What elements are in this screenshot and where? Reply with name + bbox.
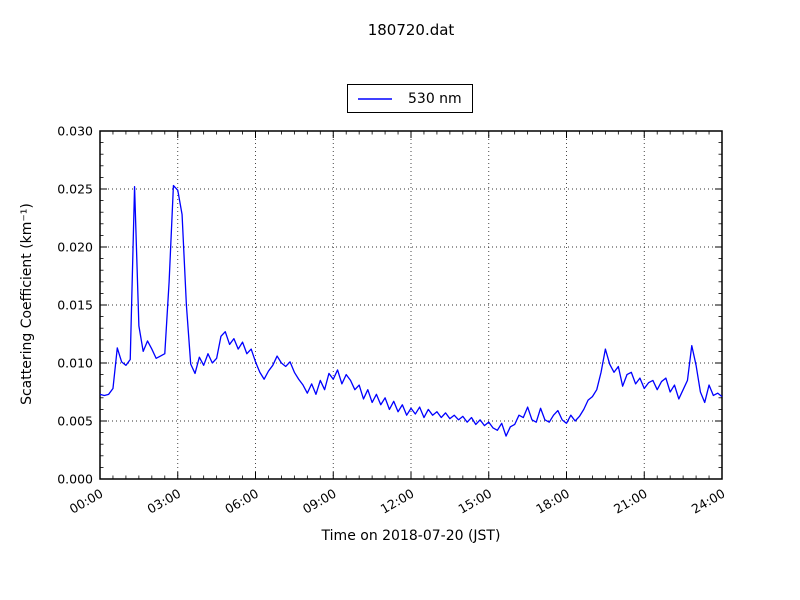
y-tick-label: 0.030 <box>57 124 93 139</box>
y-axis-label: Scattering Coefficient (km⁻¹) <box>19 203 35 405</box>
data-line-530nm <box>99 184 723 437</box>
x-tick-label: 21:00 <box>611 486 650 517</box>
y-tick-label: 0.010 <box>57 356 93 371</box>
axes-frame <box>99 130 723 480</box>
y-tick-label: 0.000 <box>57 472 93 487</box>
x-tick-label: 15:00 <box>456 486 495 517</box>
legend-line-sample <box>358 97 392 100</box>
x-tick-label: 18:00 <box>533 486 572 517</box>
x-tick-label: 24:00 <box>689 486 728 517</box>
x-tick-label: 09:00 <box>300 486 339 517</box>
x-tick-label: 03:00 <box>145 486 184 517</box>
x-tick-label: 12:00 <box>378 486 417 517</box>
x-axis-label: Time on 2018-07-20 (JST) <box>321 528 501 544</box>
y-tick-label: 0.005 <box>57 414 93 429</box>
legend: 530 nm <box>347 84 473 113</box>
x-tick-label: 06:00 <box>222 486 261 517</box>
y-tick-label: 0.015 <box>57 298 93 313</box>
y-tick-label: 0.020 <box>57 240 93 255</box>
x-tick-label: 00:00 <box>67 486 106 517</box>
legend-label: 530 nm <box>408 90 462 107</box>
y-tick-label: 0.025 <box>57 182 93 197</box>
chart-title: 180720.dat <box>367 21 455 39</box>
